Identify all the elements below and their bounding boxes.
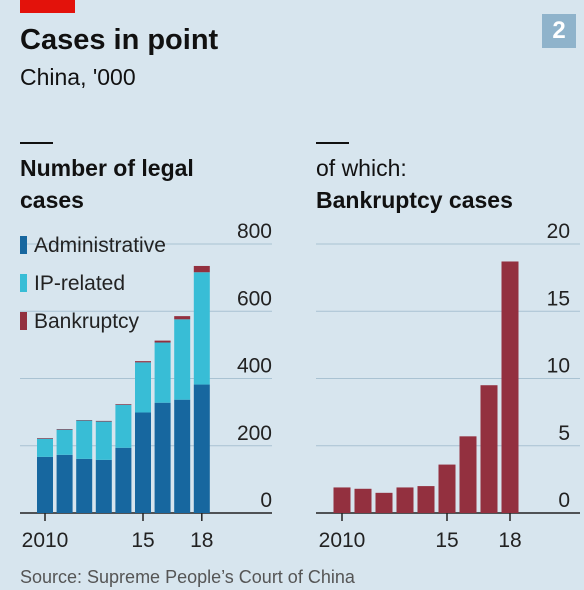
y-tick-label: 400 <box>237 355 272 378</box>
red-tag <box>20 0 75 13</box>
chart-title: Number of legal cases <box>20 155 194 213</box>
x-tick-label: 15 <box>131 529 154 552</box>
chart-subtitle: of which: <box>316 155 407 181</box>
bar <box>354 488 372 513</box>
bar-segment <box>95 421 112 460</box>
bar <box>375 492 393 513</box>
bar-segment <box>76 420 93 459</box>
bar-segment <box>193 265 210 273</box>
x-tick-label: 2010 <box>319 529 366 552</box>
bar-segment <box>154 342 171 403</box>
legend-swatch <box>20 274 27 292</box>
y-tick-label: 0 <box>260 489 272 512</box>
bar-segment <box>95 420 112 422</box>
x-tick-label: 15 <box>435 529 458 552</box>
bar-segment <box>56 429 73 430</box>
bar-segment <box>174 399 191 513</box>
legend-label: Bankruptcy <box>34 310 140 333</box>
legend-swatch <box>20 312 27 330</box>
legend-label: IP-related <box>34 272 125 295</box>
bar-segment <box>115 404 132 448</box>
title: Cases in point <box>20 24 219 56</box>
bar <box>417 486 435 513</box>
chart-title: Bankruptcy cases <box>316 187 513 213</box>
rule <box>316 142 349 144</box>
bar <box>333 487 351 513</box>
x-tick-label: 18 <box>498 529 521 552</box>
x-tick-label: 18 <box>190 529 213 552</box>
bar-segment <box>154 340 171 343</box>
bar-segment <box>37 438 53 457</box>
bar-segment <box>76 458 93 513</box>
bar-segment <box>37 438 53 439</box>
bar-segment <box>193 272 210 385</box>
chart-number: 2 <box>542 14 576 48</box>
x-tick-label: 2010 <box>22 529 69 552</box>
legend-swatch <box>20 236 27 254</box>
bar-segment <box>174 319 191 400</box>
y-tick-label: 20 <box>547 220 570 243</box>
bar-segment <box>135 412 151 513</box>
bar <box>480 385 498 513</box>
y-tick-label: 600 <box>237 287 272 310</box>
subtitle: China, '000 <box>20 64 136 90</box>
bar <box>438 464 456 513</box>
bar-segment <box>76 420 93 421</box>
bar-segment <box>135 361 151 363</box>
bar-segment <box>95 459 112 513</box>
y-tick-label: 5 <box>558 422 570 445</box>
bar-segment <box>56 454 73 513</box>
source: Source: Supreme People’s Court of China <box>20 567 355 587</box>
y-tick-label: 10 <box>547 355 570 378</box>
bar-segment <box>193 384 210 513</box>
bar <box>396 487 414 513</box>
y-tick-label: 200 <box>237 422 272 445</box>
bar-segment <box>56 429 73 455</box>
y-tick-label: 15 <box>547 287 570 310</box>
y-tick-label: 800 <box>237 220 272 243</box>
bar-segment <box>115 404 132 405</box>
bar-segment <box>115 447 132 513</box>
bar <box>501 261 519 513</box>
bar-segment <box>174 316 191 320</box>
bar <box>459 436 477 513</box>
bar-segment <box>135 362 151 413</box>
legend-label: Administrative <box>34 234 166 257</box>
bar-segment <box>37 456 53 513</box>
rule <box>20 142 53 144</box>
y-tick-label: 0 <box>558 489 570 512</box>
bar-segment <box>154 402 171 513</box>
